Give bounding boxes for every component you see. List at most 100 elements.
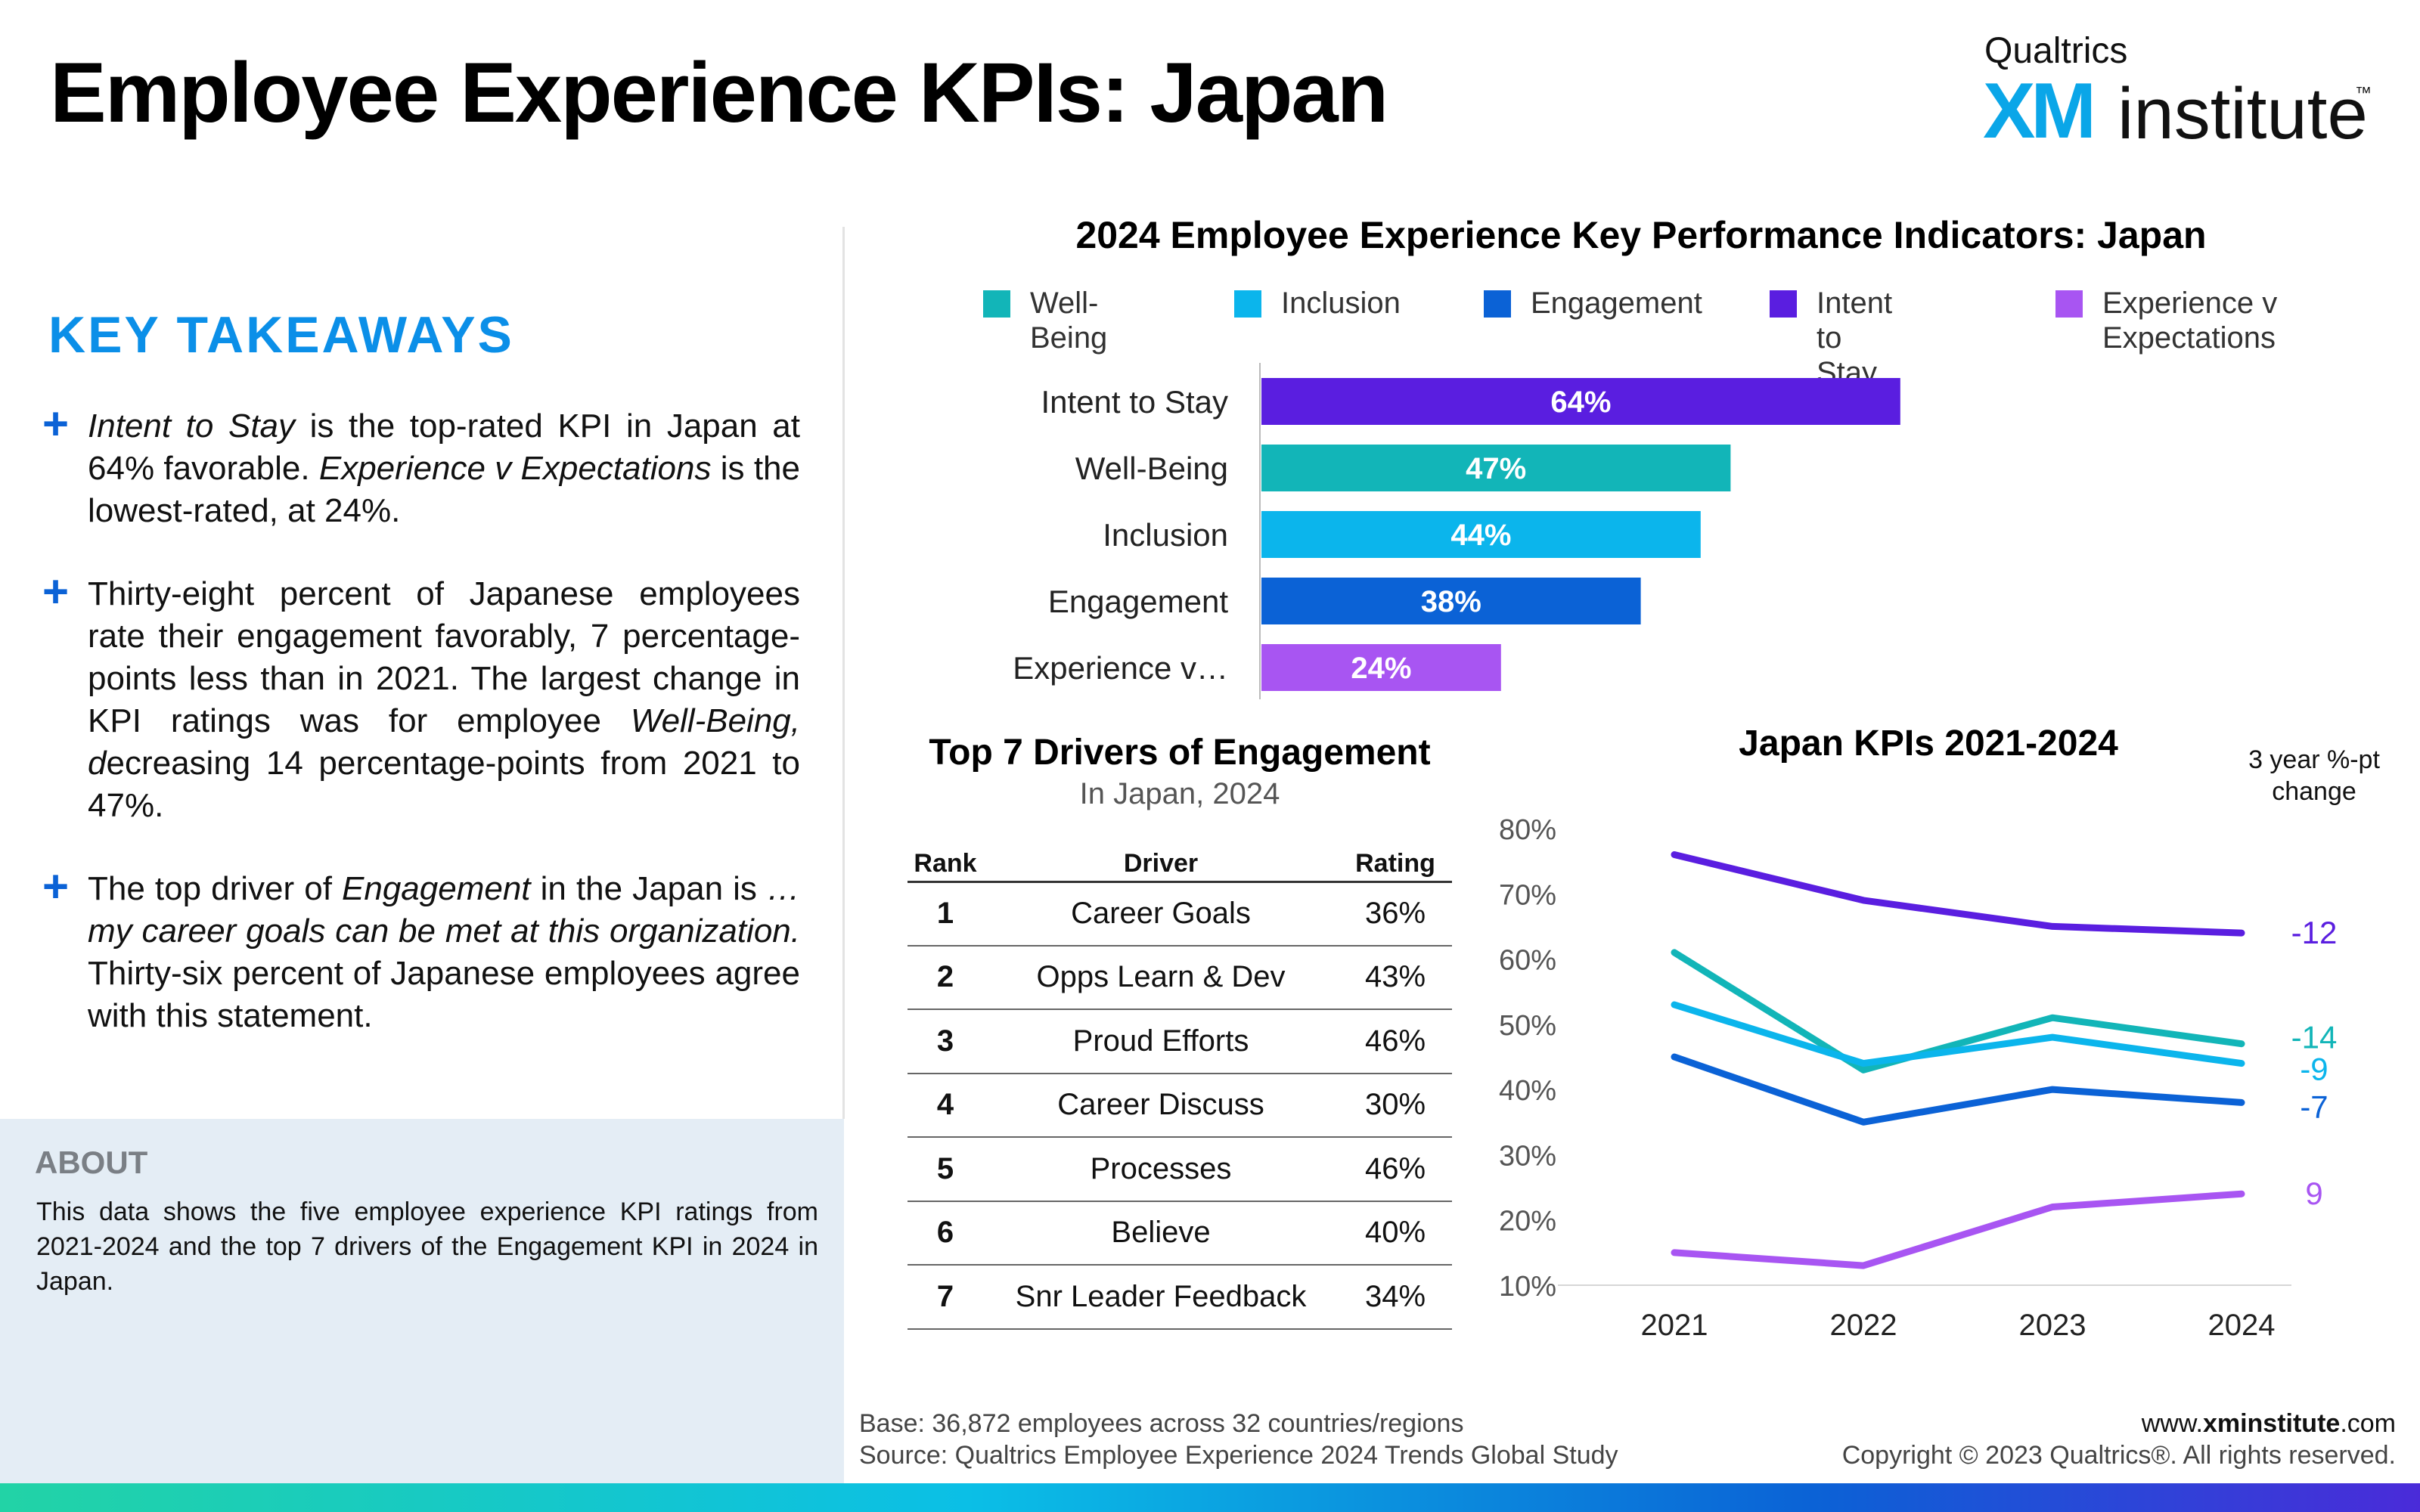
cell-rank: 1 — [908, 881, 983, 947]
cell-rank: 4 — [908, 1073, 983, 1138]
body-text: The top driver of — [88, 870, 343, 907]
series-change-label: -7 — [2300, 1089, 2328, 1124]
drivers-table-subtitle: In Japan, 2024 — [1079, 777, 1280, 810]
body-text: is the lowest-rated, at 24%. — [88, 450, 800, 529]
body-text: is the top-rated KPI in Japan at 64% fav… — [88, 407, 800, 487]
cell-rank: 6 — [908, 1201, 983, 1266]
page-title: Employee Experience KPIs: Japan — [50, 45, 1388, 140]
cell-rating: 36% — [1339, 881, 1452, 947]
bar-value-label: 64% — [1550, 386, 1611, 419]
series-line-engagement — [1671, 1053, 2245, 1126]
plus-icon: + — [42, 566, 70, 617]
column-header-rating: Rating — [1339, 847, 1452, 883]
logo-brand: Qualtrics — [1984, 31, 2128, 71]
plus-icon: + — [42, 398, 70, 449]
table-row: 6 Believe 40% — [908, 1201, 1452, 1266]
source-text: Source: Qualtrics Employee Experience 20… — [859, 1441, 1618, 1470]
drivers-table-title: Top 7 Drivers of Engagement — [929, 733, 1431, 773]
logo-institute: institute — [2118, 73, 2368, 154]
legend-label: Engagement — [1531, 287, 1702, 320]
y-tick-label: 80% — [1499, 814, 1556, 846]
website-prefix: www. — [2141, 1409, 2203, 1438]
cell-rank: 7 — [908, 1265, 983, 1330]
series-line-intent — [1671, 851, 2245, 937]
series-change-label: 9 — [2305, 1176, 2322, 1211]
website-link[interactable]: www.xminstitute.com — [2142, 1408, 2396, 1439]
bar — [1261, 511, 1701, 558]
series-change-label: -9 — [2300, 1052, 2328, 1087]
cell-driver: Career Discuss — [983, 1073, 1339, 1138]
legend-swatch — [1770, 290, 1797, 318]
website-domain: xminstitute — [2202, 1409, 2341, 1438]
emphasis-text: Intent to Stay — [88, 407, 296, 445]
about-title: ABOUT — [35, 1145, 148, 1180]
bar-value-label: 47% — [1466, 452, 1526, 485]
x-tick-label: 2023 — [2019, 1309, 2086, 1342]
legend-swatch — [1234, 290, 1261, 318]
y-tick-label: 20% — [1499, 1206, 1556, 1238]
bar-chart-legend: Well-Being Inclusion Engagement Intent t… — [983, 286, 2314, 389]
legend-swatch — [2055, 290, 2083, 318]
table-row: 5 Processes 46% — [908, 1137, 1452, 1202]
series-change-label: -14 — [2291, 1020, 2338, 1055]
source-note: Base: 36,872 employees across 32 countri… — [859, 1408, 1618, 1471]
x-tick-label: 2024 — [2208, 1309, 2276, 1342]
cell-driver: Processes — [983, 1137, 1339, 1202]
cell-rating: 30% — [1339, 1073, 1452, 1138]
bar-category-label: Inclusion — [1103, 517, 1228, 553]
legend-swatch — [983, 290, 1010, 318]
cell-driver: Believe — [983, 1201, 1339, 1266]
body-text: in the Japan is — [530, 870, 767, 907]
y-tick-label: 70% — [1499, 879, 1556, 911]
copyright-text: Copyright © 2023 Qualtrics®. All rights … — [1841, 1441, 2396, 1470]
body-text: Thirty-eight percent of Japanese employe… — [88, 575, 800, 739]
column-header-rank: Rank — [908, 847, 983, 883]
legend-label: Inclusion — [1281, 287, 1401, 320]
table-header-row: Rank Driver Rating — [908, 847, 1452, 883]
cell-rank: 3 — [908, 1009, 983, 1074]
emphasis-text: Experience v Expectations — [318, 450, 712, 487]
legend-label: Experience v Expectations — [2102, 287, 2278, 355]
body-text: ecreasing 14 percentage-points from 2021… — [88, 745, 800, 824]
section-divider — [842, 227, 845, 1119]
cell-driver: Opps Learn & Dev — [983, 945, 1339, 1010]
emphasis-text: Engagement — [342, 870, 531, 907]
table-row: 1 Career Goals 36% — [908, 881, 1452, 947]
kpi-trend-line-chart: 10% 20% 30% 40% 50% 60% 70% 80% 2021 2022 2023 2024… — [1499, 814, 2338, 1342]
cell-driver: Career Goals — [983, 881, 1339, 947]
emphasis-text: …my career goals can be met at this orga… — [88, 870, 800, 950]
series-line-expectations — [1671, 1190, 2245, 1269]
x-tick-label: 2022 — [1830, 1309, 1897, 1342]
key-takeaways-title: KEY TAKEAWAYS — [48, 306, 514, 364]
bar-category-label: Engagement — [1048, 584, 1229, 619]
bar-value-label: 44% — [1450, 519, 1511, 552]
cell-rating: 40% — [1339, 1201, 1452, 1266]
takeaway-text: Thirty-eight percent of Japanese employe… — [88, 573, 800, 827]
cell-rating: 46% — [1339, 1009, 1452, 1074]
bar-category-label: Experience v… — [1013, 650, 1228, 686]
cell-rating: 43% — [1339, 945, 1452, 1010]
base-text: Base: 36,872 employees across 32 countri… — [859, 1409, 1464, 1438]
x-tick-label: 2021 — [1641, 1309, 1708, 1342]
emphasis-text: Well-Being, d — [88, 702, 800, 782]
bar — [1261, 378, 1900, 425]
table-row: 4 Career Discuss 30% — [908, 1073, 1452, 1138]
bar-value-label: 38% — [1421, 585, 1481, 618]
takeaway-item-3: + The top driver of Engagement in the Ja… — [42, 861, 800, 1037]
about-panel: ABOUT This data shows the five employee … — [0, 1119, 844, 1483]
takeaway-item-2: + Thirty-eight percent of Japanese emplo… — [42, 566, 800, 827]
table-row: 2 Opps Learn & Dev 43% — [908, 945, 1452, 1010]
cell-rating: 34% — [1339, 1265, 1452, 1330]
xm-institute-logo: Qualtrics XM institute ™ — [1947, 30, 2372, 155]
table-row: 7 Snr Leader Feedback 34% — [908, 1265, 1452, 1330]
takeaway-item-1: + Intent to Stay is the top-rated KPI in… — [42, 398, 800, 532]
takeaway-text: The top driver of Engagement in the Japa… — [88, 868, 800, 1037]
kpi-bar-chart: Intent to Stay 64% Well-Being 47% Inclusion 4… — [1013, 363, 1900, 699]
bar-category-label: Well-Being — [1075, 451, 1228, 486]
about-text: This data shows the five employee experi… — [36, 1198, 818, 1296]
series-line-inclusion — [1671, 1001, 2245, 1067]
y-tick-label: 40% — [1499, 1075, 1556, 1107]
website-suffix: .com — [2340, 1409, 2396, 1438]
logo-xm: XM — [1983, 67, 2096, 155]
bar-category-label: Intent to Stay — [1041, 384, 1229, 420]
